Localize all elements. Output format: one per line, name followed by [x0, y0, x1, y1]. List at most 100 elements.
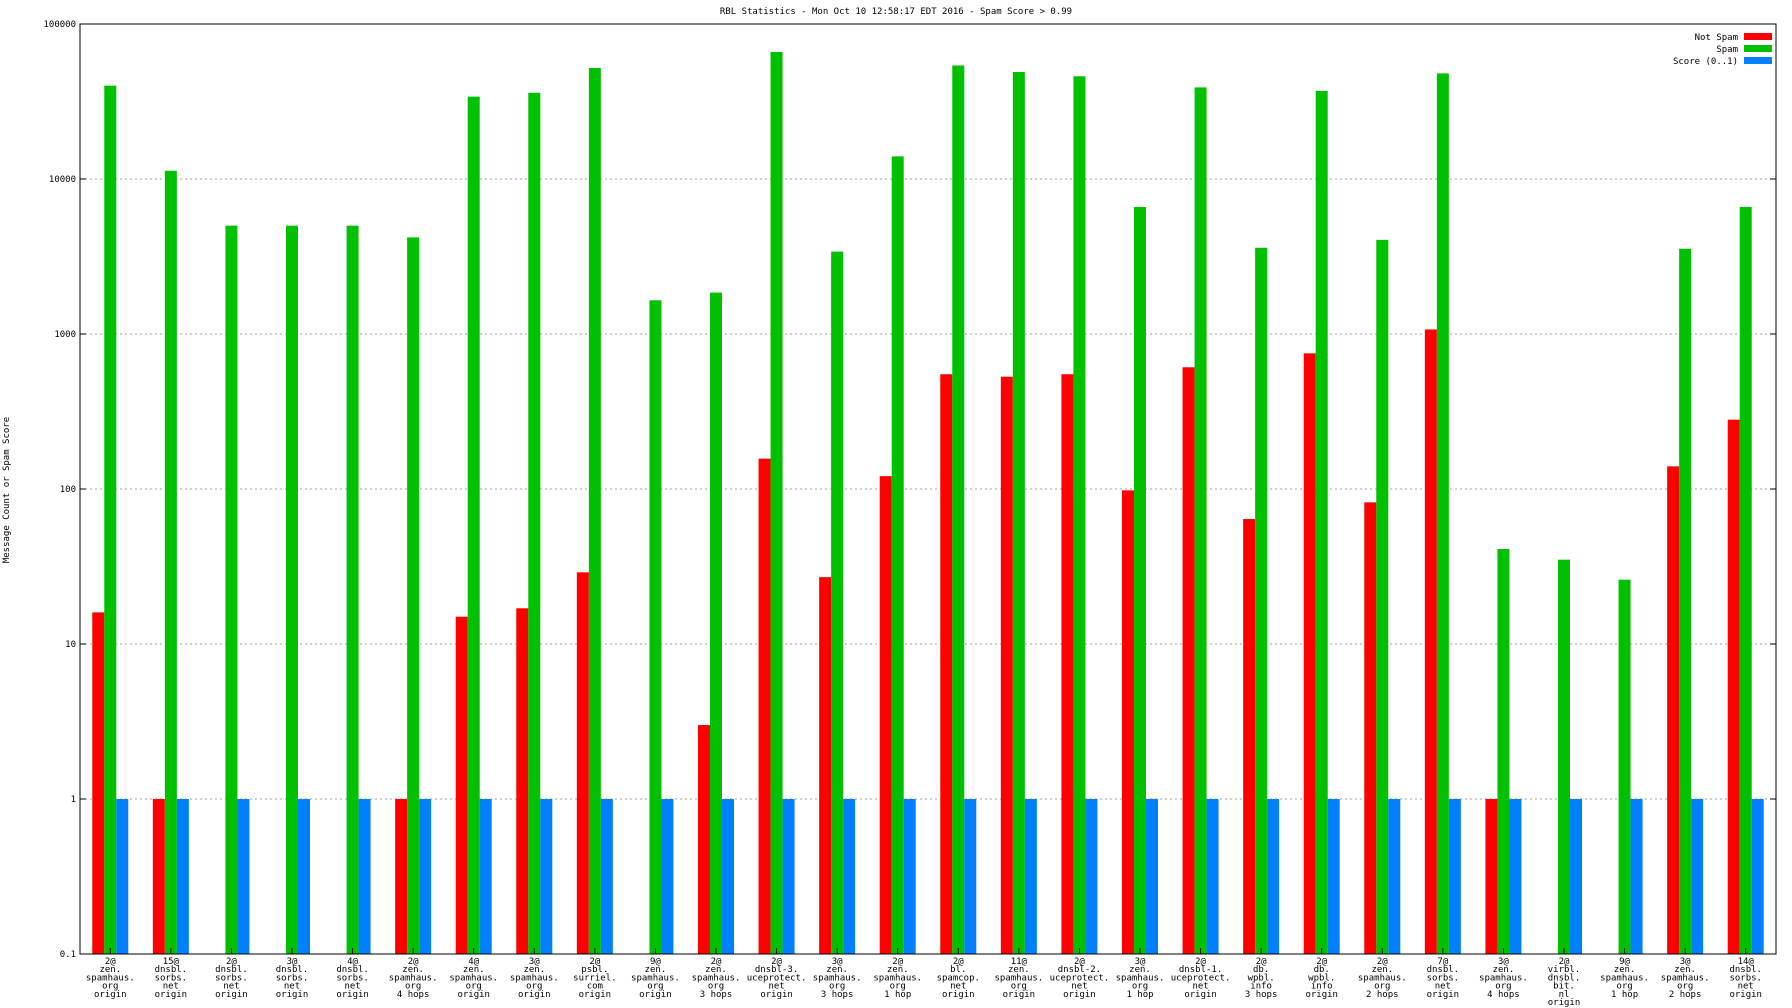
- bar-not-spam: [1424, 329, 1437, 954]
- x-tick-label: 2@: [892, 957, 903, 967]
- x-tick-label: 4@: [347, 957, 358, 967]
- x-tick-label: dnsbl.: [215, 965, 248, 975]
- x-tick-label: org: [102, 982, 118, 992]
- x-tick-label: dnsbl.: [336, 965, 369, 975]
- x-tick-label: zen.: [1008, 965, 1030, 975]
- bar-score-0-1: [964, 799, 977, 954]
- x-tick-label: wpbl.: [1308, 973, 1335, 983]
- x-tick-label: org: [829, 982, 845, 992]
- x-tick-label: 3@: [529, 957, 540, 967]
- bar-score-0-1: [903, 799, 916, 954]
- x-tick-label: origin: [457, 990, 490, 1000]
- bar-spam: [1315, 90, 1328, 955]
- bar-spam: [1618, 579, 1631, 954]
- legend-label: Spam: [1716, 45, 1738, 55]
- x-tick-label: zen.: [99, 965, 121, 975]
- bar-score-0-1: [1085, 799, 1098, 954]
- x-tick-label: origin: [1729, 990, 1762, 1000]
- x-tick-label: 11@: [1011, 957, 1028, 967]
- x-tick-label: spamhaus.: [1116, 973, 1165, 983]
- x-tick-label: dnsbl-2.: [1058, 965, 1101, 975]
- bar-not-spam: [152, 799, 165, 954]
- x-tick-label: virbl.: [1548, 965, 1581, 975]
- x-tick-label: 2@: [1559, 957, 1570, 967]
- x-tick-label: 3@: [1680, 957, 1691, 967]
- x-tick-label: net: [1738, 982, 1754, 992]
- x-tick-label: info: [1250, 982, 1272, 992]
- y-tick-label: 100000: [43, 20, 76, 30]
- bar-not-spam: [1243, 519, 1256, 954]
- chart-title: RBL Statistics - Mon Oct 10 12:58:17 EDT…: [720, 7, 1072, 17]
- bar-score-0-1: [419, 799, 432, 954]
- x-tick-label: spamhaus.: [1600, 973, 1649, 983]
- x-tick-label: net: [163, 982, 179, 992]
- x-tick-label: zen.: [705, 965, 727, 975]
- y-tick-label: 100: [60, 485, 76, 495]
- bar-not-spam: [698, 725, 710, 954]
- bar-spam: [1739, 206, 1752, 954]
- x-tick-label: zen.: [523, 965, 545, 975]
- bar-score-0-1: [600, 799, 613, 954]
- x-tick-label: zen.: [463, 965, 485, 975]
- bar-not-spam: [1667, 466, 1680, 954]
- x-tick-label: spamhaus.: [86, 973, 135, 983]
- bar-not-spam: [1727, 419, 1740, 954]
- bar-spam: [891, 156, 904, 954]
- bar-not-spam: [819, 577, 832, 954]
- y-tick-label: 1000: [54, 330, 76, 340]
- x-tick-label: dnsbl.: [1729, 965, 1762, 975]
- bar-spam: [1134, 206, 1146, 954]
- x-tick-label: 3@: [832, 957, 843, 967]
- x-tick-label: 2 hops: [1366, 990, 1399, 1000]
- legend-swatch: [1744, 33, 1772, 40]
- x-tick-label: 3@: [1135, 957, 1146, 967]
- x-tick-label: bit.: [1553, 982, 1575, 992]
- x-tick-label: 2@: [953, 957, 964, 967]
- x-tick-label: origin: [1063, 990, 1096, 1000]
- x-tick-label: origin: [94, 990, 127, 1000]
- x-tick-label: spamcop.: [937, 973, 980, 983]
- x-tick-label: spamhaus.: [692, 973, 741, 983]
- x-tick-label: spamhaus.: [449, 973, 498, 983]
- y-tick-label: 10000: [49, 175, 76, 185]
- x-tick-label: 15@: [163, 957, 180, 967]
- bar-score-0-1: [1388, 799, 1401, 954]
- x-tick-label: origin: [1548, 998, 1581, 1008]
- bar-score-0-1: [176, 799, 189, 954]
- x-tick-label: sorbs.: [276, 973, 309, 983]
- x-tick-label: org: [1495, 982, 1511, 992]
- x-tick-label: dnsbl.: [155, 965, 188, 975]
- bar-spam: [952, 65, 965, 955]
- x-tick-label: net: [1071, 982, 1087, 992]
- x-tick-label: zen.: [402, 965, 424, 975]
- x-tick-label: spamhaus.: [813, 973, 862, 983]
- x-tick-label: bl.: [950, 965, 966, 975]
- x-tick-label: zen.: [1129, 965, 1151, 975]
- x-tick-label: origin: [155, 990, 188, 1000]
- bar-spam: [1679, 248, 1692, 954]
- legend: Not Spam Spam Score (0..1): [1673, 33, 1772, 67]
- bar-not-spam: [1303, 353, 1316, 955]
- x-tick-label: org: [1677, 982, 1693, 992]
- bar-spam: [1497, 549, 1510, 954]
- x-tick-label: origin: [518, 990, 551, 1000]
- bar-not-spam: [395, 799, 408, 954]
- x-tick-label: origin: [579, 990, 612, 1000]
- x-tick-label: 2@: [226, 957, 237, 967]
- bar-spam: [346, 225, 359, 954]
- bar-spam: [1194, 87, 1207, 954]
- bar-not-spam: [1485, 799, 1498, 954]
- x-tick-label: 2@: [105, 957, 116, 967]
- x-tick-label: spamhaus.: [1661, 973, 1710, 983]
- bar-spam: [407, 237, 420, 954]
- bar-spam: [649, 300, 662, 954]
- x-tick-label: 1 hop: [1611, 990, 1638, 1000]
- bar-score-0-1: [479, 799, 492, 954]
- x-tick-label: org: [526, 982, 542, 992]
- bar-score-0-1: [782, 799, 795, 954]
- bar-score-0-1: [540, 799, 553, 954]
- bar-score-0-1: [358, 799, 371, 954]
- x-tick-label: org: [1132, 982, 1148, 992]
- x-tick-label: origin: [336, 990, 369, 1000]
- bar-not-spam: [1364, 502, 1377, 954]
